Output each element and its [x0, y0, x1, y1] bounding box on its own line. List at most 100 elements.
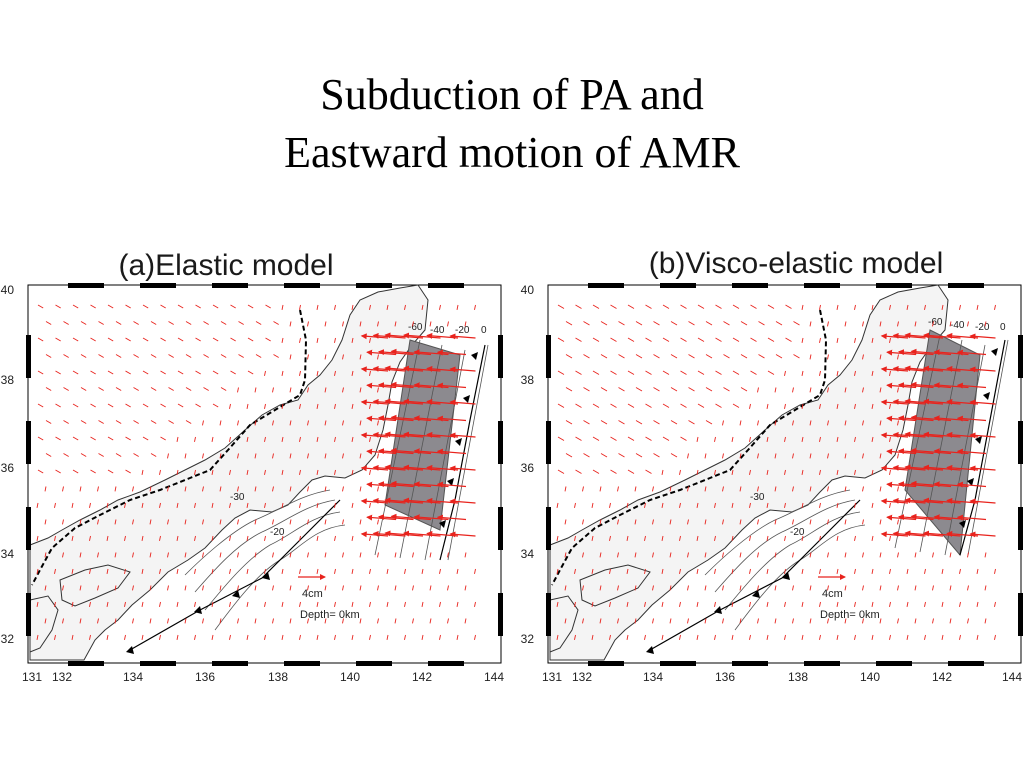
panel-b-displacement-vector [766, 436, 769, 442]
panel-b-frame-dash [546, 421, 551, 464]
panel-b-displacement-vector [967, 321, 969, 327]
panel-a-displacement-vector [254, 486, 257, 492]
panel-b-frame-dash [876, 283, 912, 288]
panel-a-displacement-vector [212, 337, 219, 342]
panel-b-displacement-vector [617, 552, 619, 558]
panel-a-displacement-vector [45, 387, 52, 391]
panel-b-displacement-vector [792, 552, 794, 558]
panel-a-displacement-vector [115, 321, 122, 325]
panel-a-displacement-vector [237, 519, 239, 525]
panel-b-displacement-vector [923, 365, 961, 372]
panel-b-displacement-vector [906, 304, 909, 310]
panel-b-displacement-vector [923, 332, 961, 339]
panel-a-displacement-vector [98, 453, 104, 457]
panel-b-displacement-vector [715, 337, 722, 342]
panel-b-displacement-vector [819, 469, 821, 475]
panel-b-displacement-vector [819, 337, 821, 343]
panel-b-displacement-vector [844, 420, 847, 426]
panel-a-displacement-vector [464, 321, 467, 327]
panel-b-displacement-vector [897, 519, 899, 525]
panel-b-displacement-vector [714, 535, 716, 541]
panel-a-displacement-vector [202, 453, 204, 459]
panel-a-displacement-vector [150, 453, 157, 457]
panel-a-displacement-vector [124, 601, 126, 607]
panel-a-displacement-vector [194, 634, 196, 640]
panel-b-displacement-vector [662, 403, 670, 408]
panel-b-displacement-vector [740, 321, 748, 326]
panel-a-displacement-vector [184, 486, 187, 492]
panel-a-displacement-vector [211, 436, 214, 442]
panel-a-displacement-vector [220, 387, 227, 391]
panel-b-displacement-vector [801, 535, 804, 541]
panel-a-displacement-vector [264, 634, 266, 640]
panel-a-frame-dash [498, 335, 503, 378]
panel-b-displacement-vector [766, 469, 769, 475]
panel-a-displacement-vector [289, 486, 292, 492]
panel-b-displacement-vector [889, 502, 891, 508]
panel-a-displacement-vector [133, 354, 139, 358]
panel-a-displacement-vector [141, 469, 144, 475]
panel-a-displacement-vector [351, 601, 354, 607]
panel-b-displacement-vector [652, 552, 654, 558]
panel-a-displacement-vector [390, 381, 432, 389]
panel-b-displacement-vector [582, 486, 584, 492]
panel-a-frame-dash [498, 421, 503, 464]
panel-a-displacement-vector [464, 552, 467, 558]
panel-a-displacement-vector [386, 634, 389, 640]
panel-b-frame-dash [546, 593, 551, 636]
panel-b-displacement-vector [827, 618, 829, 624]
panel-a-displacement-vector [62, 552, 64, 558]
panel-a-vectors [36, 304, 476, 640]
panel-a-displacement-vector [133, 387, 139, 391]
panel-a-displacement-vector [299, 601, 301, 607]
panel-a-displacement-vector [289, 321, 292, 327]
panel-a-displacement-vector [289, 552, 292, 558]
panel-b-displacement-vector [669, 486, 672, 492]
panel-a-displacement-vector [324, 552, 327, 558]
panel-b-displacement-vector [565, 321, 573, 326]
panel-a-displacement-vector [37, 403, 44, 408]
panel-b-displacement-vector [854, 370, 856, 376]
panel-b-displacement-vector [862, 552, 864, 558]
panel-a-displacement-vector [342, 519, 344, 525]
panel-a-trench-teeth [126, 352, 478, 654]
panel-a-displacement-vector [412, 585, 414, 591]
panel-a-displacement-vector [377, 618, 379, 624]
panel-a-displacement-vector [439, 568, 441, 574]
panel-b-xtick: 142 [932, 670, 952, 684]
panel-a-displacement-vector [390, 513, 432, 521]
panel-b-displacement-vector [591, 502, 594, 508]
panel-a-displacement-vector [141, 634, 144, 640]
panel-a-displacement-vector [203, 387, 209, 391]
panel-b-displacement-vector [809, 552, 812, 558]
panel-a-displacement-vector [247, 304, 254, 309]
panel-a-frame-dash [212, 283, 248, 288]
panel-b-displacement-vector [766, 568, 769, 574]
panel-a-displacement-vector [124, 634, 126, 640]
panel-b-displacement-vector [836, 568, 839, 574]
panel-a-displacement-vector [80, 453, 87, 457]
panel-b-displacement-vector [801, 436, 804, 442]
panel-b-displacement-vector [897, 354, 899, 360]
panel-b-displacement-vector [819, 304, 821, 310]
panel-a-displacement-vector [456, 304, 459, 310]
panel-b-displacement-vector [731, 502, 734, 508]
panel-a-displacement-vector [369, 502, 371, 508]
panel-a-displacement-vector [125, 337, 131, 342]
panel-a-displacement-vector [359, 387, 362, 393]
panel-a-displacement-vector [254, 387, 257, 393]
panel-b-displacement-vector [889, 370, 891, 376]
panel-a-displacement-vector [98, 354, 104, 358]
panel-b-displacement-vector [793, 321, 800, 326]
panel-b-displacement-vector [575, 436, 582, 441]
panel-b-xtick: 132 [572, 670, 592, 684]
panel-b-displacement-vector [897, 387, 899, 393]
panel-b-displacement-vector [599, 618, 602, 624]
panel-b-frame-dash [948, 661, 984, 666]
panel-a-displacement-vector [307, 387, 309, 393]
panel-b-displacement-vector [871, 601, 874, 607]
panel-a-displacement-vector [141, 601, 144, 607]
panel-a-displacement-vector [237, 618, 239, 624]
panel-b-displacement-vector [871, 634, 874, 640]
panel-a-frame-dash [356, 283, 392, 288]
